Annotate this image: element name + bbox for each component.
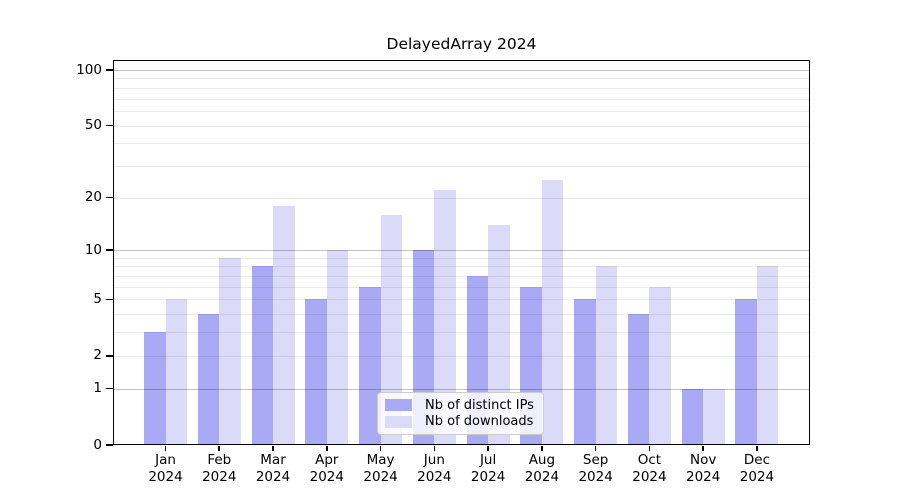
bar-nb-of-distinct-ips-nov-2024: [681, 388, 704, 445]
y-tick-label-0: 0: [93, 436, 102, 453]
minor-gridline-40: [113, 143, 810, 145]
x-tick-mark-may-2024: [379, 446, 382, 451]
x-tick-label-feb-2024: Feb 2024: [202, 452, 237, 485]
minor-gridline-7: [113, 276, 810, 278]
y-tick-label-1: 1: [93, 380, 102, 397]
minor-gridline-3: [113, 332, 810, 334]
y-tick-mark-20: [106, 196, 113, 199]
y-tick-mark-2: [106, 354, 113, 357]
minor-gridline-2: [113, 355, 810, 357]
legend-swatch-downloads: [385, 415, 412, 429]
bar-nb-of-downloads-jul-2024: [488, 224, 510, 445]
minor-gridline-90: [113, 78, 810, 80]
minor-gridline-8: [113, 266, 810, 268]
legend-label-distinct-ips: Nb of distinct IPs: [425, 397, 534, 413]
bar-nb-of-downloads-dec-2024: [756, 266, 779, 445]
minor-gridline-5: [113, 299, 810, 301]
y-tick-label-2: 2: [93, 347, 102, 364]
x-tick-label-jan-2024: Jan 2024: [148, 452, 183, 485]
y-tick-mark-50: [106, 124, 113, 127]
y-tick-label-20: 20: [84, 189, 102, 206]
y-tick-mark-5: [106, 298, 113, 301]
bar-nb-of-distinct-ips-dec-2024: [735, 299, 757, 445]
bar-nb-of-downloads-sep-2024: [595, 266, 618, 445]
bar-nb-of-distinct-ips-may-2024: [359, 286, 381, 445]
bar-nb-of-distinct-ips-sep-2024: [574, 299, 596, 445]
legend-entry-downloads: Nb of downloads: [385, 414, 536, 429]
x-tick-label-dec-2024: Dec 2024: [739, 452, 775, 485]
bar-nb-of-distinct-ips-oct-2024: [627, 314, 650, 445]
y-tick-mark-100: [106, 69, 113, 71]
legend-entry-distinct-ips: Nb of distinct IPs: [385, 398, 536, 413]
bar-nb-of-downloads-feb-2024: [219, 257, 241, 445]
minor-gridline-80: [113, 87, 810, 89]
x-tick-mark-nov-2024: [702, 446, 704, 451]
x-tick-mark-jul-2024: [487, 446, 489, 451]
minor-gridline-9: [113, 257, 810, 259]
x-tick-label-may-2024: May 2024: [363, 452, 398, 485]
bar-nb-of-downloads-aug-2024: [541, 180, 564, 445]
bar-nb-of-distinct-ips-mar-2024: [251, 266, 274, 445]
bar-nb-of-downloads-apr-2024: [326, 250, 349, 445]
minor-gridline-4: [113, 314, 810, 316]
legend-label-downloads: Nb of downloads: [425, 414, 534, 430]
minor-gridline-70: [113, 98, 810, 100]
x-tick-mark-sep-2024: [594, 446, 597, 451]
y-tick-label-50: 50: [84, 117, 102, 134]
y-tick-label-10: 10: [84, 241, 102, 258]
x-tick-label-mar-2024: Mar 2024: [255, 452, 291, 485]
legend-swatch-distinct-ips: [385, 398, 412, 412]
bar-nb-of-downloads-jan-2024: [165, 299, 187, 445]
chart-title: DelayedArray 2024: [386, 35, 537, 53]
major-gridline-10: [113, 250, 810, 252]
x-tick-label-apr-2024: Apr 2024: [309, 452, 344, 485]
x-tick-mark-aug-2024: [541, 446, 543, 451]
y-tick-mark-10: [106, 249, 113, 251]
minor-gridline-6: [113, 286, 810, 288]
x-tick-label-aug-2024: Aug 2024: [524, 452, 560, 485]
y-tick-mark-0: [106, 444, 113, 446]
x-tick-mark-jan-2024: [164, 446, 167, 451]
x-tick-label-jul-2024: Jul 2024: [470, 452, 506, 485]
x-tick-label-jun-2024: Jun 2024: [417, 452, 452, 485]
x-tick-mark-dec-2024: [756, 446, 758, 451]
x-tick-label-nov-2024: Nov 2024: [686, 452, 721, 485]
x-tick-mark-feb-2024: [218, 446, 221, 451]
x-tick-mark-mar-2024: [272, 446, 274, 451]
bar-nb-of-distinct-ips-jan-2024: [144, 332, 166, 445]
bar-nb-of-downloads-may-2024: [380, 214, 403, 445]
y-tick-label-100: 100: [76, 61, 102, 78]
minor-gridline-60: [113, 110, 810, 112]
x-tick-mark-apr-2024: [326, 446, 328, 451]
bar-nb-of-downloads-jun-2024: [434, 190, 456, 445]
legend: Nb of distinct IPs Nb of downloads: [377, 392, 544, 435]
major-gridline-1: [113, 388, 810, 390]
bar-nb-of-downloads-nov-2024: [703, 388, 725, 445]
bar-nb-of-downloads-oct-2024: [649, 286, 671, 445]
bar-nb-of-downloads-mar-2024: [273, 205, 295, 445]
minor-gridline-20: [113, 197, 810, 199]
y-tick-label-5: 5: [93, 290, 102, 307]
bar-nb-of-distinct-ips-apr-2024: [305, 299, 327, 445]
plot-area: Nb of distinct IPs Nb of downloads: [113, 60, 810, 445]
x-tick-label-oct-2024: Oct 2024: [632, 452, 667, 485]
x-tick-mark-jun-2024: [433, 446, 436, 451]
minor-gridline-50: [113, 125, 810, 127]
x-tick-label-sep-2024: Sep 2024: [578, 452, 613, 485]
y-tick-mark-1: [106, 387, 113, 390]
major-gridline-100: [113, 70, 810, 72]
x-tick-mark-oct-2024: [648, 446, 651, 451]
bar-nb-of-distinct-ips-feb-2024: [197, 314, 220, 445]
minor-gridline-30: [113, 165, 810, 167]
